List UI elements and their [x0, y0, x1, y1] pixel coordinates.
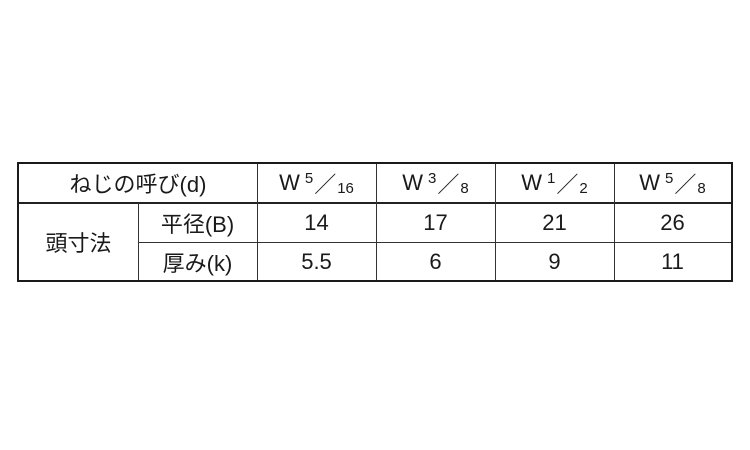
table-cell: 17: [423, 210, 448, 235]
table-cell: 6: [429, 248, 442, 274]
column-prefix: W: [639, 170, 661, 195]
column-prefix: W: [279, 170, 300, 195]
col-divider: [614, 164, 615, 280]
table-cell: 26: [660, 210, 685, 235]
column-header: W 1 ／ 2: [495, 164, 614, 202]
numerator: 5: [304, 169, 314, 187]
col-divider: [376, 164, 377, 280]
column-prefix: W: [402, 170, 424, 195]
numerator: 5: [665, 169, 674, 187]
denominator: 8: [460, 179, 469, 197]
numerator: 1: [547, 169, 556, 187]
table-cell: 14: [304, 210, 329, 235]
column-header: W 3 ／ 8: [376, 164, 495, 202]
header-label: ねじの呼び(d): [69, 172, 207, 197]
col-divider: [257, 164, 258, 280]
numerator: 3: [428, 169, 437, 187]
fraction-slash: ／: [437, 172, 460, 197]
fraction-slash: ／: [674, 172, 697, 197]
table-cell: 11: [661, 248, 684, 274]
column-prefix: W: [521, 170, 543, 195]
row-divider: [138, 242, 731, 243]
row-label: 厚み(k): [162, 250, 233, 276]
row-label: 平径(B): [160, 212, 235, 237]
denominator: 8: [697, 179, 706, 197]
col-divider: [138, 203, 139, 280]
col-divider: [495, 164, 496, 280]
table-cell: 5.5: [301, 248, 332, 274]
denominator: 16: [337, 179, 354, 197]
row-divider: [19, 202, 731, 204]
group-label: 頭寸法: [45, 231, 112, 256]
table-cell: 9: [548, 248, 561, 274]
denominator: 2: [579, 179, 588, 197]
dimension-table: ねじの呼び(d) W 5 ／ 16 W 3 ／ 8 W 1 ／ 2 W 5 ／ 8 頭寸法 平径(B) …: [17, 162, 733, 282]
column-header: W 5 ／ 8: [614, 164, 731, 202]
table-cell: 21: [542, 210, 567, 235]
fraction-slash: ／: [314, 172, 337, 197]
column-header: W 5 ／ 16: [257, 164, 376, 202]
fraction-slash: ／: [556, 172, 579, 197]
